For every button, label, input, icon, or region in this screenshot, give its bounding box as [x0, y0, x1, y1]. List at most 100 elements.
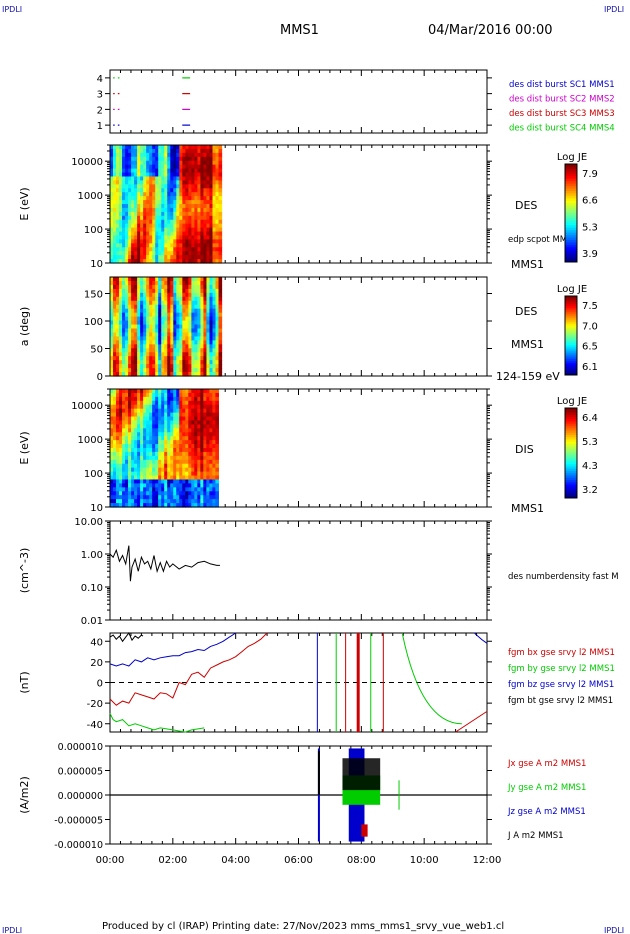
- current-legend-entry: Jz gse A m2 MMS1: [507, 807, 586, 817]
- dis-energy-cell: [179, 451, 183, 457]
- dis-energy-cell: [140, 428, 144, 433]
- current-y-tick-label: 0.000000: [58, 791, 103, 802]
- des-energy-cell: [182, 211, 186, 217]
- des-energy-cell: [206, 247, 211, 252]
- des-energy-cell: [203, 223, 208, 229]
- dis-energy-cell: [185, 428, 189, 433]
- des-pitch-cell: [152, 364, 156, 369]
- des-energy-cell: [158, 231, 162, 237]
- des-pitch-cell: [140, 352, 144, 357]
- des-energy-cell: [188, 239, 192, 244]
- des-energy-cell: [119, 180, 123, 185]
- dis-energy-cell: [164, 463, 168, 469]
- dis-energy-cell: [152, 451, 156, 457]
- des-pitch-cell: [197, 324, 202, 330]
- dis-energy-cell: [188, 400, 192, 406]
- des-pitch-cell: [119, 316, 123, 322]
- dis-energy-cell: [179, 448, 183, 453]
- des-energy-cell: [215, 259, 220, 264]
- dis-energy-cell: [164, 487, 168, 492]
- dis-energy-cell: [215, 392, 219, 398]
- dis-energy-cell: [167, 396, 171, 402]
- des-energy-cell: [125, 247, 129, 252]
- des-energy-cell: [158, 211, 162, 217]
- des-energy-cell: [161, 188, 165, 193]
- des-energy-cell: [167, 145, 171, 150]
- des-energy-cell: [116, 259, 120, 264]
- dis-energy-cell: [134, 467, 138, 473]
- des-energy-cell: [137, 148, 141, 154]
- des-energy-cell: [200, 192, 205, 197]
- des-pitch-cell: [188, 328, 192, 334]
- dis-energy-cell: [182, 440, 186, 445]
- dis-energy-cell: [140, 404, 144, 410]
- dis-energy-cell: [134, 408, 138, 414]
- dis-energy-cell: [209, 404, 213, 410]
- des-pitch-cell: [110, 344, 114, 349]
- des-energy-cell: [209, 184, 214, 189]
- des-pitch-cell: [155, 316, 159, 322]
- dis-energy-cell: [203, 412, 207, 418]
- dis-energy-cell: [167, 467, 171, 473]
- des-energy-cell: [170, 160, 174, 166]
- des-pitch-cell: [173, 332, 177, 337]
- dis-energy-cell: [161, 471, 165, 477]
- des-energy-cell: [155, 172, 159, 178]
- des-energy-cell: [134, 207, 138, 213]
- des-pitch-cell: [215, 300, 220, 306]
- des-energy-cell: [161, 227, 165, 233]
- burst-y-tick-label: 2: [97, 105, 103, 116]
- dis-energy-cell: [170, 432, 174, 437]
- des-pitch-cell: [176, 277, 180, 282]
- dis-energy-cell: [158, 436, 162, 441]
- des-energy-cell: [176, 196, 180, 201]
- des-energy-cell: [134, 259, 138, 264]
- des-pitch-cell: [203, 288, 208, 294]
- des-energy-cell: [158, 255, 162, 260]
- dis-energy-cell: [110, 440, 114, 445]
- des-pitch-cell: [179, 288, 183, 294]
- des-energy-cell: [206, 196, 211, 201]
- des-pitch-cell: [179, 324, 183, 330]
- des-energy-cell: [134, 192, 138, 197]
- des-energy-cell: [182, 164, 186, 170]
- dis-energy-cell: [200, 459, 204, 465]
- des-pitch-cell: [158, 316, 162, 322]
- dis-energy-cell: [155, 432, 159, 437]
- dis-energy-cell: [191, 420, 195, 425]
- des-pitch-cell: [185, 304, 189, 310]
- des-pitch-cell: [140, 364, 144, 369]
- des-energy-cell: [194, 176, 199, 181]
- dis-energy-cell: [164, 412, 168, 418]
- des-energy-cell: [176, 176, 180, 181]
- des-pitch-cell: [146, 332, 150, 337]
- dis-energy-cell: [185, 483, 189, 488]
- dis-energy-cell: [146, 432, 150, 437]
- des-energy-cell: [197, 239, 202, 244]
- dis-energy-cell: [122, 440, 126, 445]
- des-pitch-cell: [185, 364, 189, 369]
- des-energy-cell: [128, 176, 132, 181]
- des-energy-cell: [161, 204, 165, 209]
- des-energy-cell: [170, 259, 174, 264]
- dis-energy-cell: [167, 475, 171, 481]
- des-pitch-cell: [164, 340, 168, 345]
- des-energy-cell: [182, 152, 186, 158]
- dis-energy-cell: [113, 479, 117, 484]
- des-pitch-cell: [125, 320, 129, 326]
- dis-energy-cell: [140, 408, 144, 414]
- des-pitch-colorbar-swatch: [565, 311, 577, 315]
- dis-energy-cell: [137, 499, 141, 504]
- dis-energy-cell: [167, 408, 171, 414]
- des-pitch-cell: [161, 348, 165, 353]
- des-pitch-cell: [137, 300, 141, 306]
- des-energy-cell: [218, 247, 223, 252]
- des-pitch-cell: [215, 332, 220, 337]
- dis-energy-cell: [119, 495, 123, 500]
- des-pitch-cell: [173, 304, 177, 310]
- des-pitch-cell: [218, 344, 223, 349]
- dis-energy-cell: [158, 475, 162, 481]
- dis-energy-cell: [113, 487, 117, 492]
- des-energy-cell: [116, 243, 120, 248]
- des-energy-cell: [125, 192, 129, 197]
